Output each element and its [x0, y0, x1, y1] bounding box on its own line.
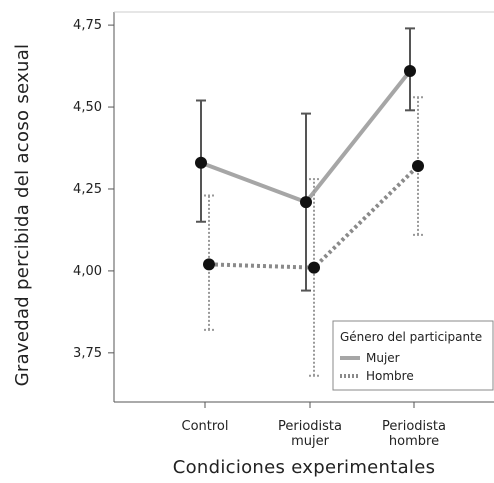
- legend-label-mujer: Mujer: [366, 351, 400, 365]
- data-point-hombre: [308, 261, 320, 274]
- y-tick-label: 4,75: [73, 18, 102, 33]
- series-line-hombre: [208, 164, 420, 270]
- y-tick-label: 4,00: [73, 264, 102, 279]
- legend-label-hombre: Hombre: [366, 369, 414, 383]
- y-axis-title: Gravedad percibida del acoso sexual: [12, 44, 33, 387]
- legend-box: [332, 320, 494, 391]
- data-point-mujer: [404, 64, 416, 77]
- y-tick-label: 4,50: [73, 100, 102, 115]
- data-point-mujer: [195, 156, 207, 169]
- y-ticks: 3,75 4,00 4,25 4,50 4,75: [73, 18, 114, 361]
- data-point-mujer: [300, 196, 312, 209]
- data-point-hombre: [203, 258, 215, 271]
- legend: Género del participante Mujer Hombre: [332, 320, 494, 391]
- y-tick-label: 3,75: [73, 346, 102, 361]
- y-tick-label: 4,25: [73, 182, 102, 197]
- x-tick-label: Periodista: [382, 419, 446, 434]
- x-axis-title: Condiciones experimentales: [173, 457, 436, 478]
- legend-title: Género del participante: [340, 330, 482, 344]
- x-tick-label: Control: [182, 419, 229, 434]
- x-tick-label: mujer: [291, 434, 330, 449]
- x-tick-label: Periodista: [278, 419, 342, 434]
- markers: [195, 64, 424, 274]
- series-lines: [200, 69, 420, 270]
- data-point-hombre: [412, 160, 424, 173]
- x-tick-label: hombre: [389, 434, 439, 449]
